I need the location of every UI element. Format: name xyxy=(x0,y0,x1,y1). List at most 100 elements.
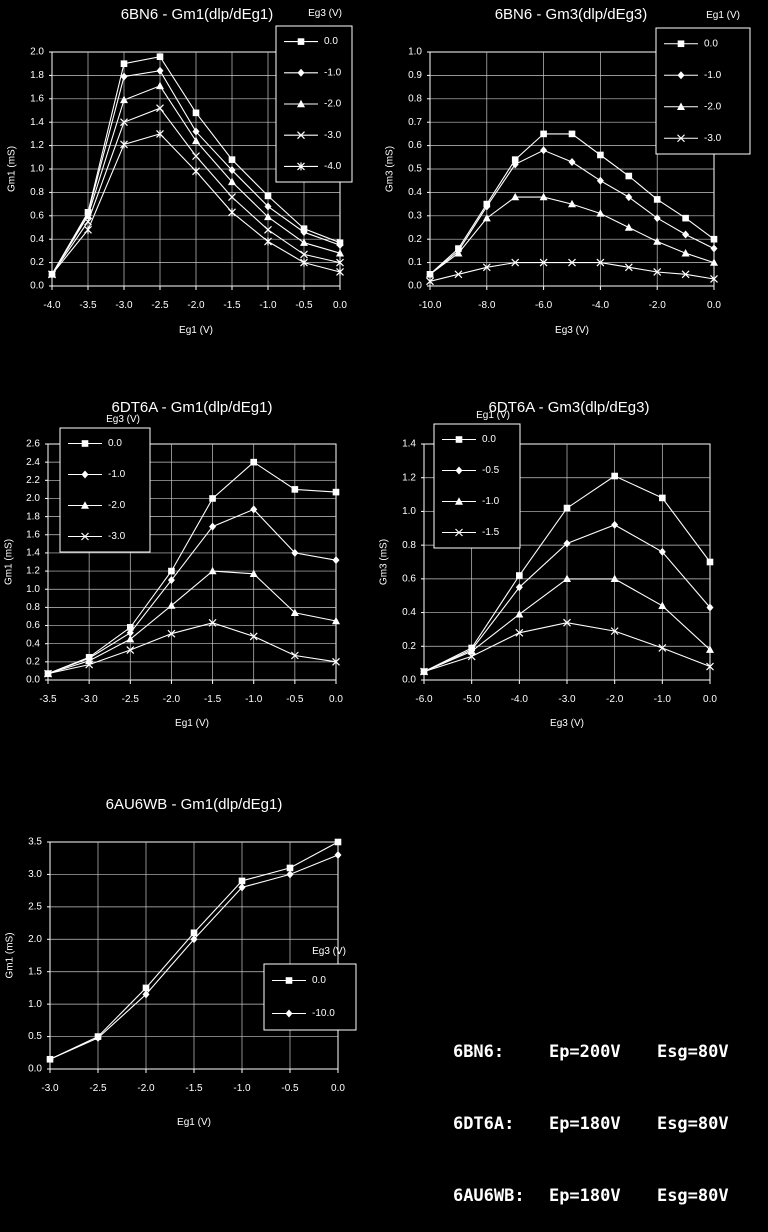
y-tick-label: 0.0 xyxy=(30,281,44,292)
legend-box xyxy=(263,963,357,1031)
data-point xyxy=(228,166,236,175)
data-point xyxy=(228,208,236,217)
y-tick-label: 0.4 xyxy=(408,187,422,198)
data-point xyxy=(48,270,56,279)
condition-esg: Esg=80V xyxy=(656,1114,729,1134)
x-tick-label: -1.0 xyxy=(233,1083,251,1094)
data-point xyxy=(264,212,272,221)
data-point xyxy=(156,104,164,113)
chart: 6DT6A - Gm3(dlp/dEg3) 0.0 0.2 0.4 0.6 0.8 1.0 1… xyxy=(379,399,718,729)
data-point xyxy=(334,838,342,846)
data-point xyxy=(192,167,200,176)
data-point xyxy=(156,53,164,60)
x-tick-label: -1.5 xyxy=(204,694,222,705)
data-point xyxy=(168,567,175,575)
x-axis-label: Eg3 (V) xyxy=(550,718,584,729)
data-point xyxy=(563,574,571,583)
x-tick-label: -3.5 xyxy=(79,300,97,311)
data-point xyxy=(677,71,685,80)
legend: Eg3 (V) 0.0 -10.0 xyxy=(263,946,357,1031)
data-point xyxy=(300,258,308,267)
chart-title: 6BN6 - Gm3(dlp/dEg3) xyxy=(495,6,648,23)
y-tick-label: 0.6 xyxy=(408,140,422,151)
legend-label: -0.5 xyxy=(482,465,500,476)
x-tick-label: -3.0 xyxy=(115,300,133,311)
x-tick-label: -2.0 xyxy=(649,300,667,311)
data-point xyxy=(596,176,604,185)
x-tick-label: -0.5 xyxy=(295,300,313,311)
data-point xyxy=(611,520,619,529)
y-tick-label: 1.2 xyxy=(30,140,44,151)
data-point xyxy=(596,209,605,217)
x-tick-label: -3.0 xyxy=(41,1083,59,1094)
legend-title: Eg3 (V) xyxy=(312,946,346,957)
data-point xyxy=(208,618,217,627)
legend-label: -1.0 xyxy=(704,70,722,81)
legend-box xyxy=(59,427,151,553)
data-point xyxy=(483,202,491,211)
legend-title: Eg3 (V) xyxy=(106,414,140,425)
data-point xyxy=(710,235,718,243)
y-tick-label: 1.5 xyxy=(28,966,42,977)
data-point xyxy=(454,270,463,279)
x-tick-label: -0.5 xyxy=(281,1083,299,1094)
data-point xyxy=(167,629,176,638)
data-point xyxy=(706,558,714,566)
data-point xyxy=(624,223,633,231)
charts-canvas: 6BN6 - Gm1(dlp/dEg1) 0.0 0.2 0.4 0.6 0.8 1.0 1.… xyxy=(4,6,751,1128)
data-point xyxy=(511,160,519,169)
data-point xyxy=(563,539,571,548)
data-point xyxy=(156,66,164,75)
data-point xyxy=(286,870,294,879)
legend-label: 0.0 xyxy=(482,434,496,445)
y-tick-label: 0.8 xyxy=(26,602,40,613)
data-point xyxy=(286,864,294,872)
chart-title: 6BN6 - Gm1(dlp/dEg1) xyxy=(121,6,274,23)
series xyxy=(48,129,344,279)
x-tick-label: -10.0 xyxy=(419,300,442,311)
legend-label: -1.5 xyxy=(482,527,500,538)
data-point xyxy=(192,109,200,117)
condition-esg: Esg=80V xyxy=(656,1186,729,1206)
y-tick-label: 0.0 xyxy=(402,675,416,686)
legend-label: -1.0 xyxy=(108,469,126,480)
y-tick-label: 3.5 xyxy=(28,837,42,848)
data-point xyxy=(192,152,200,161)
data-point xyxy=(611,472,618,480)
y-tick-label: 0.4 xyxy=(30,234,44,245)
data-point xyxy=(482,263,491,272)
legend-label: -2.0 xyxy=(108,500,126,511)
legend-box xyxy=(433,423,521,549)
data-point xyxy=(192,127,200,136)
data-point xyxy=(597,151,604,159)
y-axis-label: Gm1 (mS) xyxy=(4,539,15,585)
y-tick-label: 2.5 xyxy=(28,901,42,912)
y-tick-label: 0.0 xyxy=(28,1064,42,1075)
data-point xyxy=(455,466,463,475)
data-point xyxy=(677,40,685,48)
data-point xyxy=(710,244,718,253)
data-point xyxy=(264,192,272,200)
legend-label: -3.0 xyxy=(704,133,722,144)
data-point xyxy=(300,238,308,246)
data-point xyxy=(228,177,236,186)
data-point xyxy=(46,1055,54,1064)
x-tick-label: 0.0 xyxy=(331,1083,345,1094)
data-point xyxy=(511,192,520,201)
y-tick-label: 3.0 xyxy=(28,869,42,880)
data-point xyxy=(455,497,463,505)
x-tick-label: -3.5 xyxy=(39,694,57,705)
legend-box xyxy=(655,27,751,155)
x-tick-label: -3.0 xyxy=(81,694,99,705)
y-tick-label: 1.0 xyxy=(408,47,422,58)
x-axis-label: Eg1 (V) xyxy=(175,718,209,729)
y-tick-label: 0.8 xyxy=(30,187,44,198)
x-axis-label: Eg1 (V) xyxy=(179,325,213,336)
y-tick-label: 1.0 xyxy=(26,584,40,595)
data-point xyxy=(706,645,714,653)
condition-tube: 6BN6: xyxy=(452,1042,505,1062)
condition-row: 6AU6WB: Ep=180V Esg=80V xyxy=(412,1160,729,1232)
x-tick-label: -2.5 xyxy=(122,694,140,705)
data-point xyxy=(658,644,667,652)
legend-label: -3.0 xyxy=(324,130,342,141)
